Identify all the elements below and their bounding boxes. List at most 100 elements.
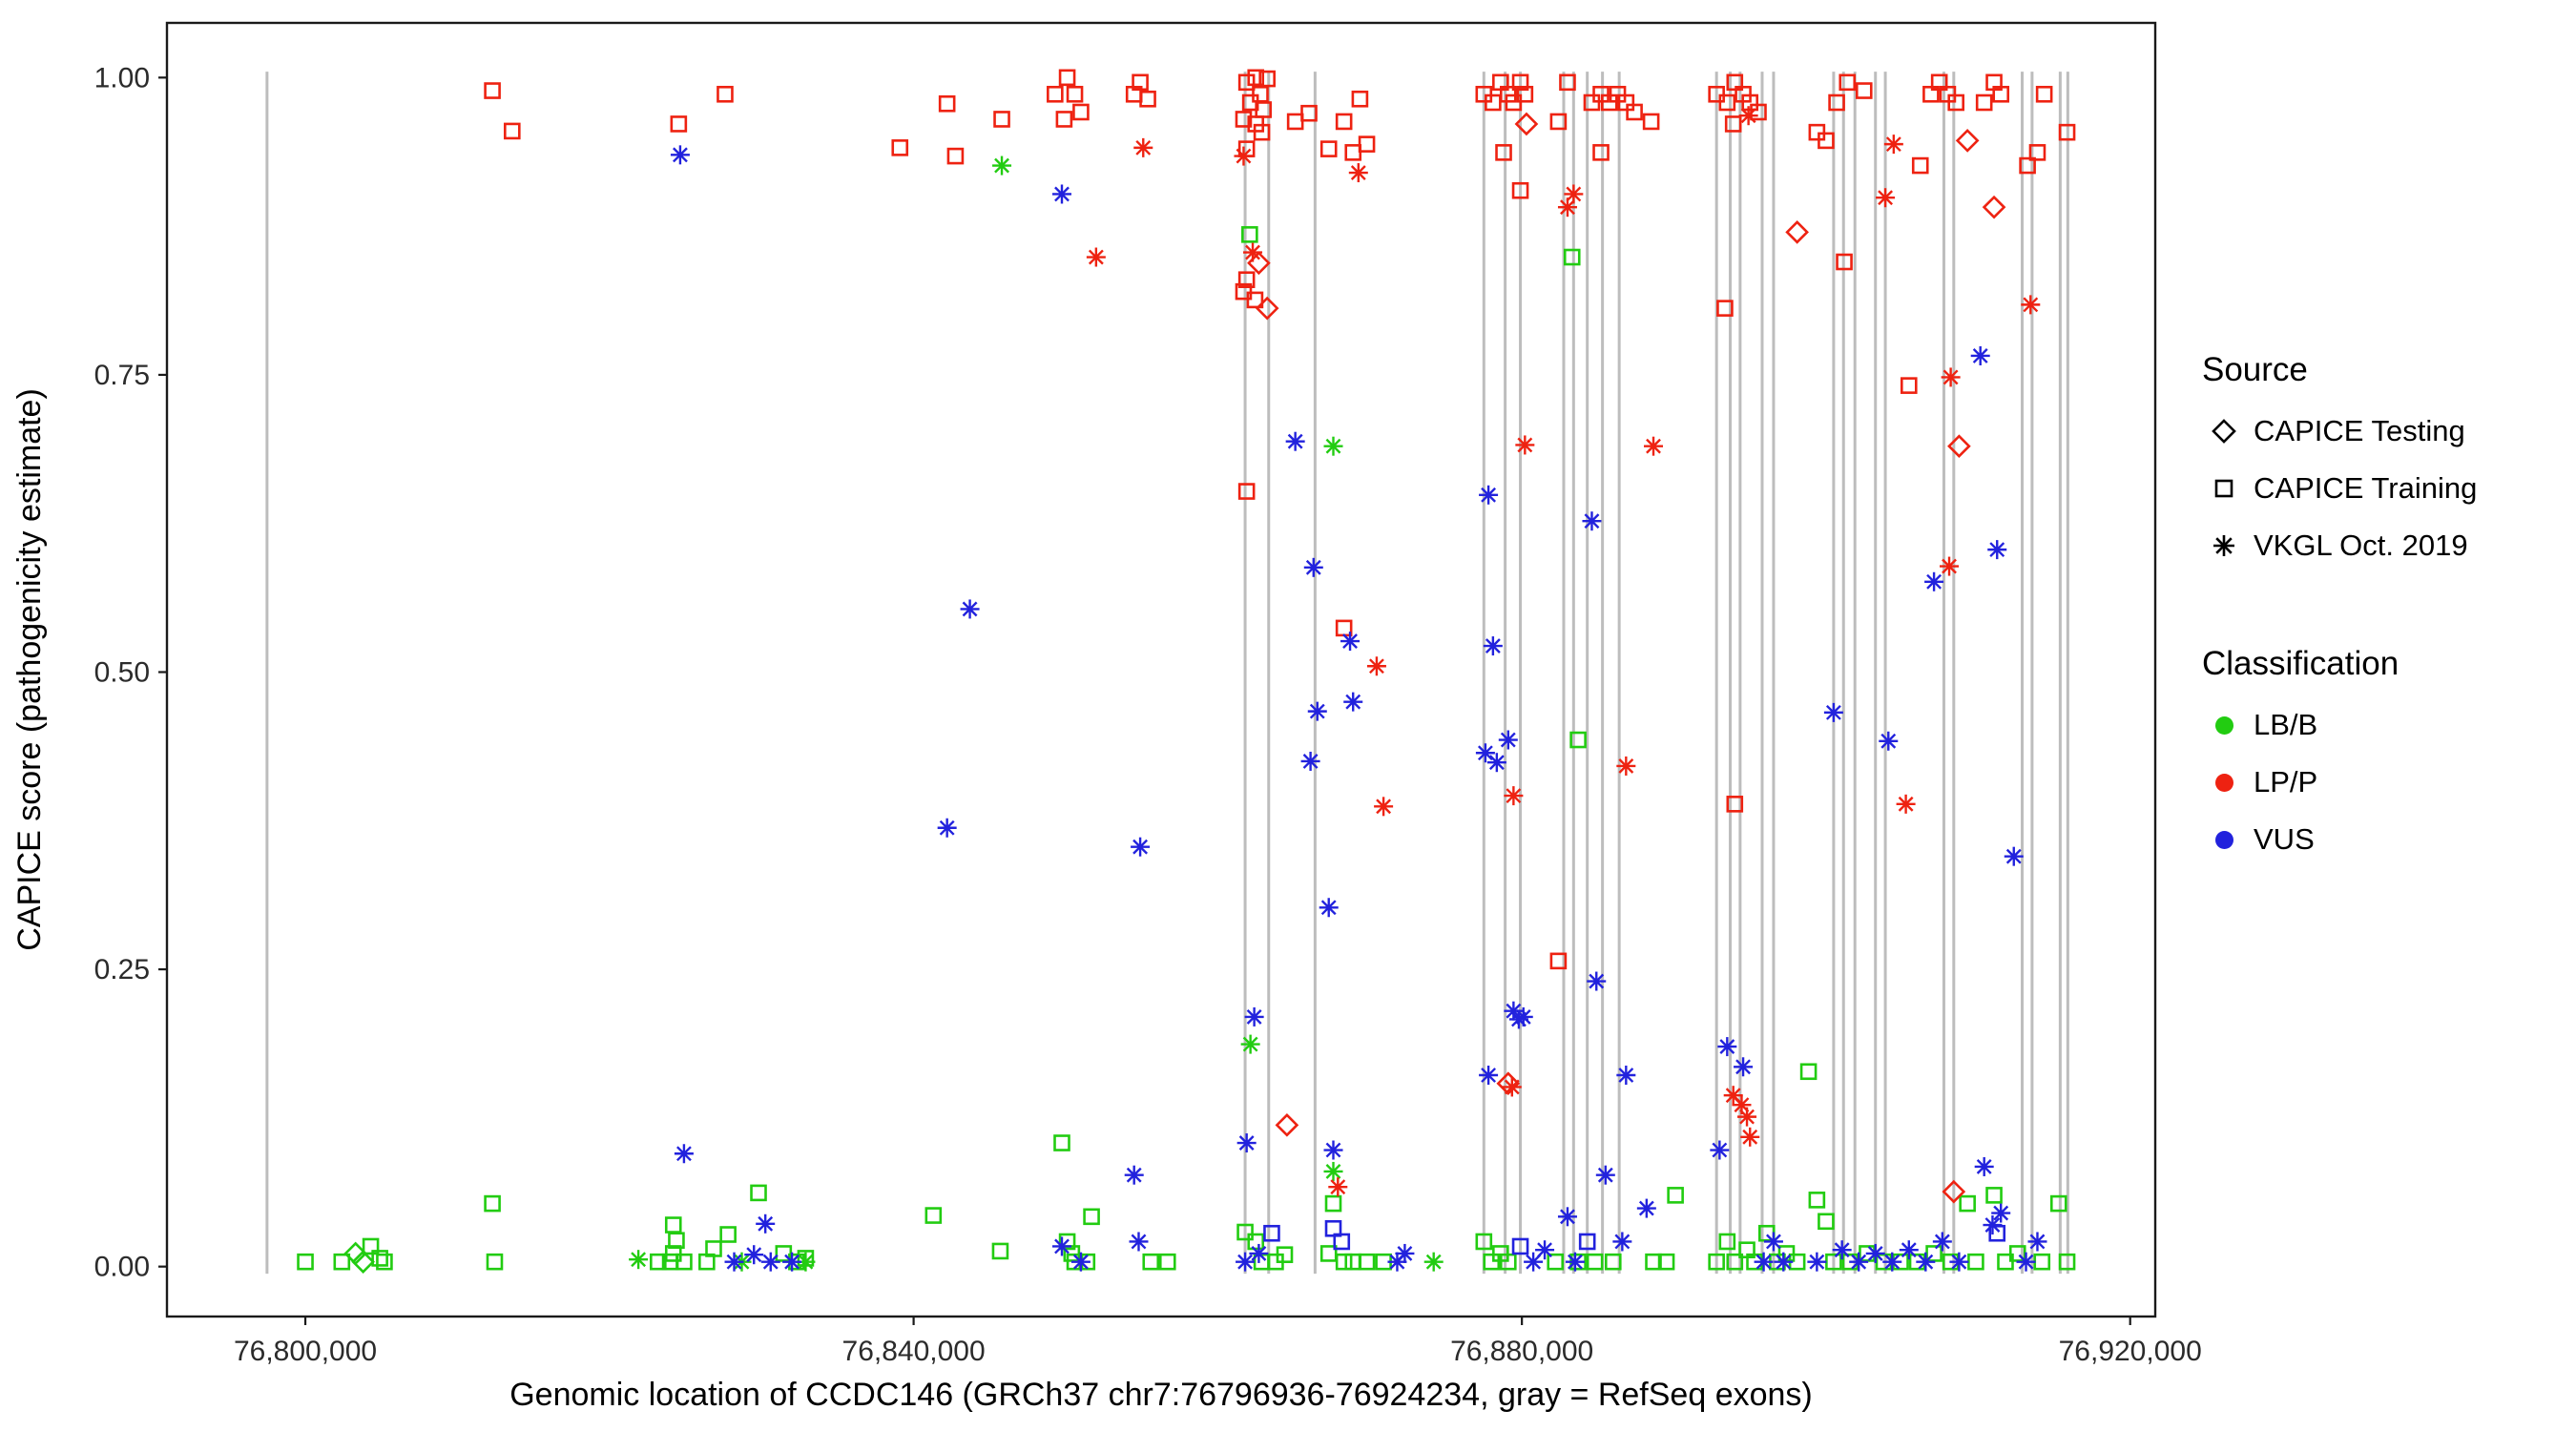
legend-item-label: CAPICE Training <box>2254 471 2478 505</box>
data-point <box>1255 296 1279 321</box>
data-point <box>1924 571 1944 591</box>
legend-item-label: VUS <box>2254 822 2315 856</box>
x-tick-label: 76,840,000 <box>842 1336 986 1367</box>
legend-item-lpp: LP/P <box>2202 759 2477 805</box>
data-point <box>1947 93 1965 112</box>
legend-item-label: CAPICE Testing <box>2254 414 2465 447</box>
data-point <box>1237 73 1256 92</box>
data-point <box>1595 1165 1615 1185</box>
data-point <box>1343 692 1363 712</box>
legend-item-capice-training: CAPICE Training <box>2202 466 2477 511</box>
data-point <box>719 1226 737 1243</box>
y-tick-label: 1.00 <box>94 62 150 93</box>
data-point <box>2033 1253 2051 1271</box>
data-point <box>1247 69 1265 87</box>
data-point <box>1899 1240 1919 1260</box>
data-point <box>1340 632 1361 652</box>
data-point <box>1247 1233 1265 1251</box>
data-point <box>1549 113 1568 131</box>
data-point <box>1513 1006 1533 1027</box>
data-point <box>1244 1006 1264 1027</box>
data-point <box>1236 1252 1256 1272</box>
data-point <box>1348 163 1368 183</box>
data-point <box>1849 1252 1869 1272</box>
data-point <box>1807 1252 1827 1272</box>
data-point <box>484 1194 501 1213</box>
lbb-dot-icon <box>2215 716 2233 735</box>
data-point <box>991 1242 1009 1260</box>
data-point <box>993 111 1010 128</box>
data-point <box>1358 135 1376 153</box>
data-point <box>1514 112 1539 136</box>
data-point <box>1475 743 1495 763</box>
data-point <box>1823 702 1843 722</box>
data-point <box>1502 1077 1522 1097</box>
data-point <box>1565 1252 1585 1272</box>
data-point <box>1604 1253 1622 1271</box>
data-point <box>1129 1232 1149 1252</box>
data-point <box>1911 156 1929 175</box>
data-point <box>756 1213 776 1234</box>
data-point <box>1740 1127 1760 1147</box>
data-point <box>891 139 909 156</box>
data-point <box>1959 1194 1976 1213</box>
y-tick-label: 0.00 <box>94 1252 150 1283</box>
data-point <box>960 599 980 619</box>
data-point <box>1333 1233 1351 1251</box>
data-point <box>1511 73 1529 92</box>
data-point <box>1139 90 1156 108</box>
data-point <box>1644 436 1664 456</box>
data-point <box>1636 1198 1656 1218</box>
data-point <box>629 1250 649 1270</box>
data-point <box>782 1252 802 1272</box>
data-point <box>1645 1253 1662 1271</box>
data-point <box>1276 1246 1294 1263</box>
data-point <box>946 147 965 165</box>
data-point <box>484 82 501 99</box>
data-point <box>1324 1194 1342 1213</box>
x-tick-label: 76,800,000 <box>234 1336 377 1367</box>
data-point <box>1955 129 1980 153</box>
legend-item-vkgl: VKGL Oct. 2019 <box>2202 523 2477 569</box>
data-point <box>1734 1057 1754 1077</box>
data-point <box>1616 1065 1636 1085</box>
data-point <box>1559 73 1576 92</box>
data-point <box>1395 1243 1415 1263</box>
data-point <box>1158 1253 1176 1271</box>
data-point <box>1569 731 1587 749</box>
data-point <box>1818 132 1835 150</box>
data-point <box>486 1253 504 1271</box>
data-point <box>1319 898 1339 918</box>
data-point <box>1763 1232 1783 1252</box>
data-point <box>664 1216 682 1234</box>
data-point <box>1988 1224 2006 1242</box>
y-tick-label: 0.25 <box>94 954 150 985</box>
data-point <box>1947 434 1971 459</box>
exon-lines-group <box>265 72 2069 1275</box>
data-point <box>1131 837 1151 857</box>
data-point <box>1241 226 1258 243</box>
data-point <box>2021 295 2041 315</box>
data-point <box>1500 1253 1517 1271</box>
data-point <box>1985 1187 2003 1204</box>
data-point <box>1240 1034 1260 1054</box>
data-point <box>1549 952 1568 970</box>
data-point <box>1657 1253 1675 1271</box>
data-point <box>924 1207 943 1224</box>
data-point <box>1483 636 1503 656</box>
data-point <box>1710 1140 1730 1160</box>
data-point <box>1055 111 1073 128</box>
data-point <box>1882 1252 1902 1272</box>
data-point <box>1547 1253 1565 1271</box>
data-point <box>1941 367 1961 387</box>
data-point <box>1592 144 1610 161</box>
data-point <box>1718 1233 1736 1251</box>
data-point <box>1724 115 1742 133</box>
data-point <box>1323 1161 1343 1181</box>
legend-item-capice-testing: CAPICE Testing <box>2202 408 2477 454</box>
data-point <box>938 94 956 113</box>
data-point <box>1557 197 1577 218</box>
data-point <box>1249 1243 1269 1263</box>
data-point <box>1616 756 1636 776</box>
